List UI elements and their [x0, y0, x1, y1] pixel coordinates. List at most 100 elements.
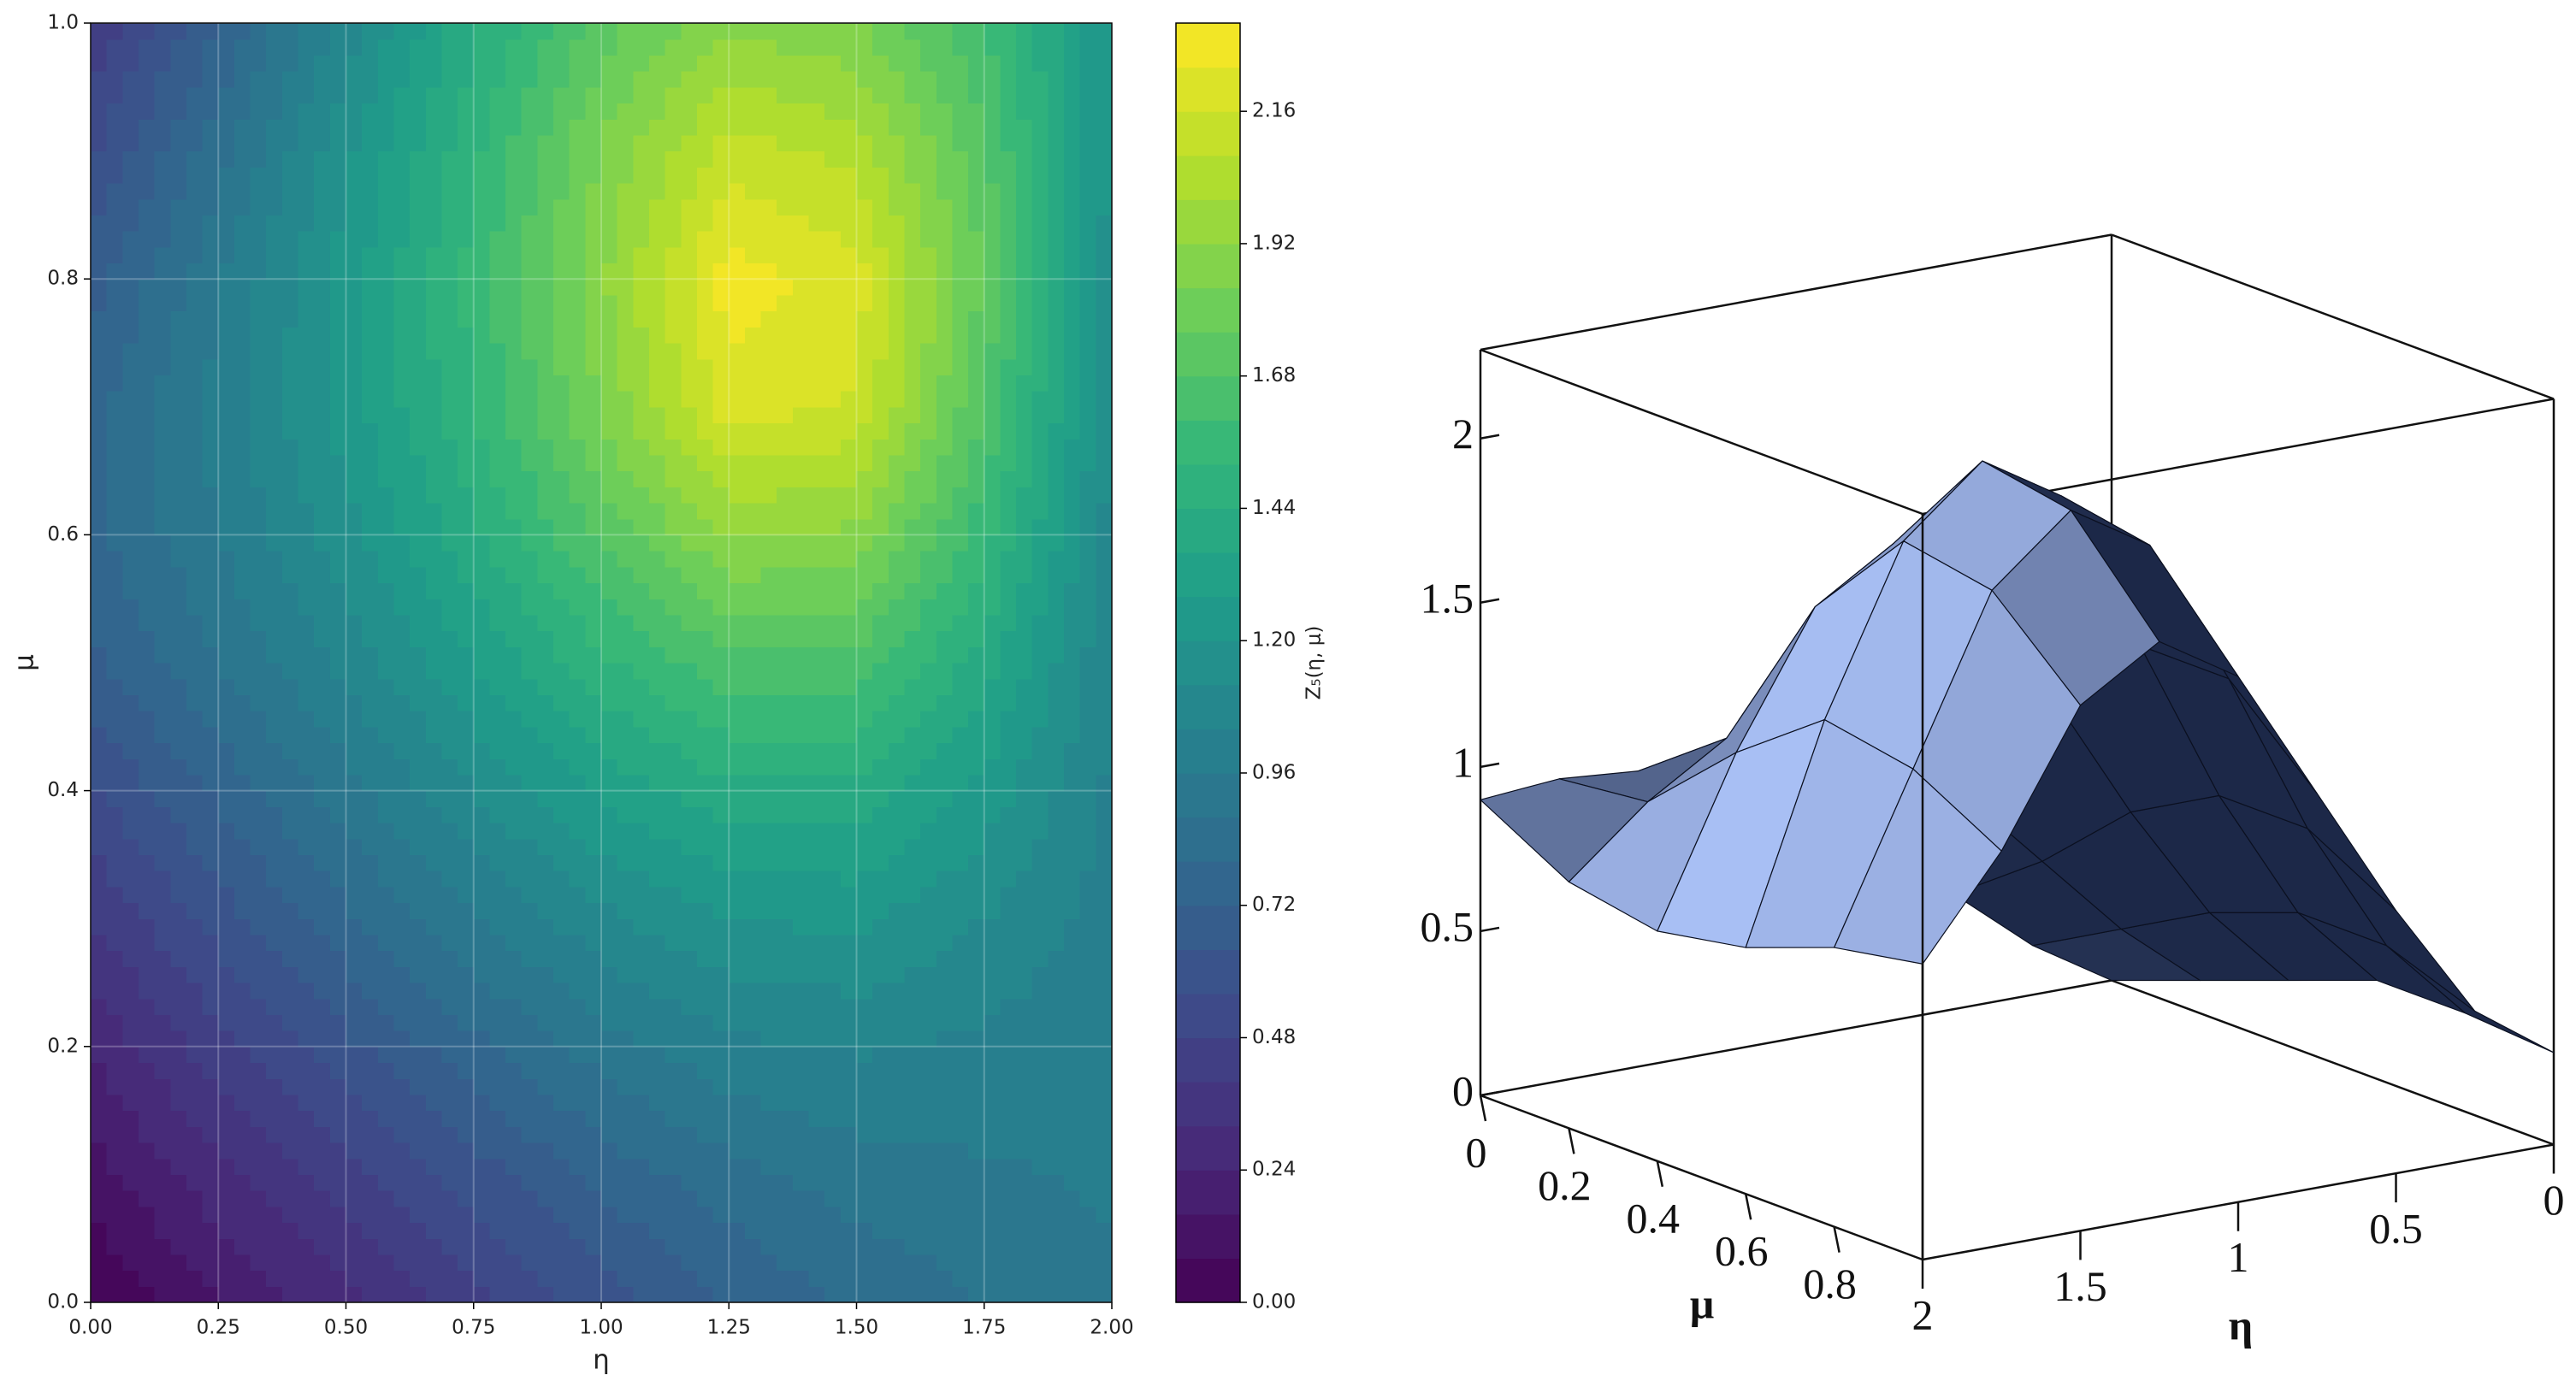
- contour-cell: [202, 998, 219, 1015]
- contour-cell: [1000, 566, 1017, 584]
- contour-cell: [266, 998, 283, 1015]
- contour-cell: [410, 1030, 427, 1048]
- contour-cell: [1064, 1110, 1081, 1127]
- contour-cell: [760, 983, 777, 1000]
- contour-cell: [122, 646, 139, 664]
- contour-cell: [681, 327, 698, 344]
- contour-cell: [1031, 198, 1049, 215]
- contour-cell: [489, 918, 506, 935]
- contour-cell: [377, 198, 395, 215]
- contour-cell: [856, 294, 873, 312]
- contour-cell: [553, 838, 570, 855]
- contour-cell: [617, 119, 634, 136]
- contour-cell: [1016, 183, 1033, 200]
- contour-cell: [633, 55, 650, 72]
- contour-cell: [777, 183, 794, 200]
- contour-cell: [106, 1126, 123, 1143]
- contour-cell: [537, 134, 554, 152]
- contour-cell: [425, 758, 443, 776]
- contour-cell: [808, 790, 825, 807]
- contour-cell: [425, 934, 443, 952]
- contour-cell: [920, 806, 937, 823]
- contour-cell: [744, 534, 762, 552]
- contour-cell: [952, 790, 969, 807]
- contour-cell: [1016, 711, 1033, 728]
- contour-cell: [505, 663, 523, 680]
- contour-cell: [904, 1174, 921, 1191]
- contour-cell: [729, 86, 746, 104]
- contour-cell: [952, 1062, 969, 1079]
- contour-cell: [601, 918, 618, 935]
- contour-cell: [170, 391, 187, 408]
- contour-cell: [393, 934, 411, 952]
- contour-cell: [968, 470, 985, 487]
- contour-cell: [792, 758, 810, 776]
- contour-cell: [569, 103, 586, 120]
- contour-cell: [537, 934, 554, 952]
- contour-cell: [505, 1286, 523, 1303]
- contour-cell: [266, 439, 283, 456]
- contour-cell: [1048, 726, 1065, 744]
- contour-cell: [473, 198, 491, 215]
- contour-cell: [505, 694, 523, 711]
- contour-cell: [91, 503, 108, 520]
- contour-cell: [218, 1238, 235, 1255]
- contour-cell: [968, 1078, 985, 1095]
- contour-cell: [393, 663, 411, 680]
- contour-cell: [1000, 838, 1017, 855]
- contour-cell: [138, 86, 156, 104]
- contour-cell: [601, 1254, 618, 1272]
- contour-cell: [298, 263, 315, 280]
- contour-cell: [1000, 902, 1017, 919]
- contour-cell: [601, 406, 618, 424]
- contour-cell: [458, 711, 475, 728]
- contour-cell: [122, 711, 139, 728]
- contour-cell: [489, 1030, 506, 1048]
- contour-cell: [314, 1110, 331, 1127]
- contour-cell: [441, 1110, 458, 1127]
- contour-cell: [824, 375, 842, 392]
- contour-cell: [777, 503, 794, 520]
- contour-cell: [425, 470, 443, 487]
- contour-cell: [362, 806, 379, 823]
- contour-cell: [872, 1158, 889, 1175]
- contour-cell: [696, 998, 714, 1015]
- contour-cell: [186, 983, 204, 1000]
- contour-cell: [824, 518, 842, 535]
- contour-cell: [760, 487, 777, 504]
- contour-cell: [489, 263, 506, 280]
- contour-cell: [138, 310, 156, 328]
- contour-cell: [808, 823, 825, 840]
- contour-cell: [362, 983, 379, 1000]
- contour-cell: [729, 55, 746, 72]
- contour-cell: [537, 551, 554, 568]
- contour-cell: [585, 742, 602, 759]
- contour-cell: [505, 1030, 523, 1048]
- contour-cell: [777, 279, 794, 296]
- contour-cell: [824, 566, 842, 584]
- contour-cell: [760, 726, 777, 744]
- contour-cell: [1064, 358, 1081, 375]
- contour-cell: [729, 823, 746, 840]
- contour-cell: [984, 790, 1001, 807]
- contour-cell: [792, 871, 810, 888]
- contour-cell: [952, 726, 969, 744]
- contour-cell: [154, 551, 171, 568]
- contour-cell: [712, 838, 730, 855]
- contour-cell: [585, 454, 602, 472]
- contour-cell: [856, 1030, 873, 1048]
- contour-cell: [154, 310, 171, 328]
- contour-cell: [681, 806, 698, 823]
- contour-cell: [952, 391, 969, 408]
- contour-cell: [872, 614, 889, 632]
- contour-cell: [1000, 343, 1017, 360]
- contour-cell: [984, 934, 1001, 952]
- contour-cell: [1079, 263, 1096, 280]
- contour-cell: [138, 343, 156, 360]
- contour-cell: [281, 934, 299, 952]
- contour-cell: [473, 871, 491, 888]
- contour-cell: [441, 950, 458, 967]
- contour-cell: [441, 310, 458, 328]
- contour-cell: [553, 1030, 570, 1048]
